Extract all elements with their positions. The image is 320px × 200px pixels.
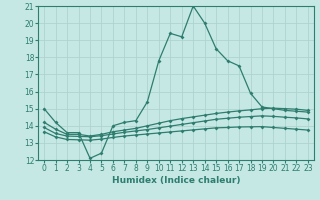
X-axis label: Humidex (Indice chaleur): Humidex (Indice chaleur) (112, 176, 240, 185)
